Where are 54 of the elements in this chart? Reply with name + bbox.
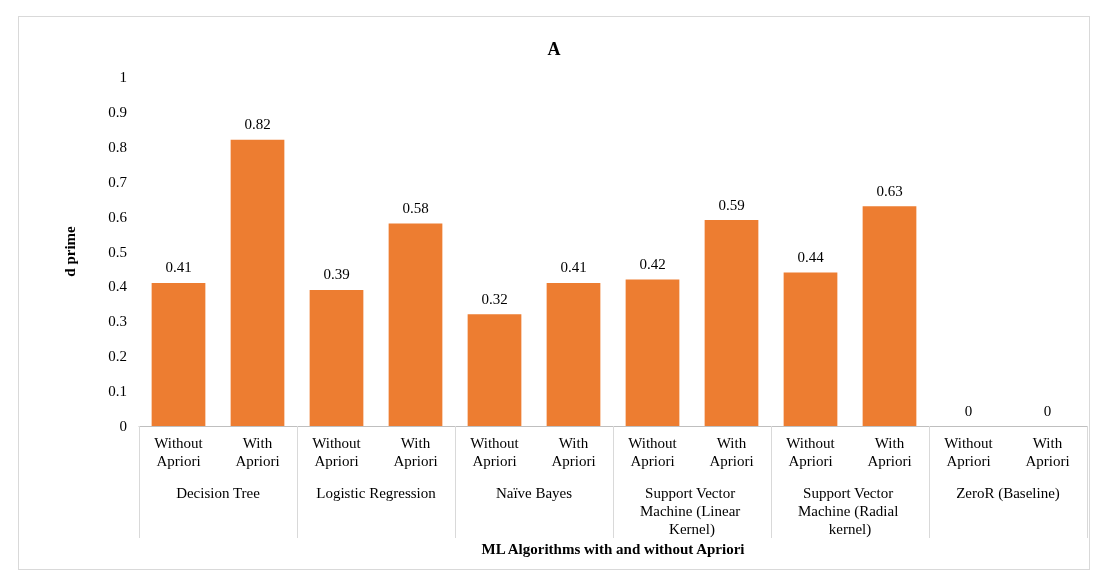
x-tick-label: With Apriori [867,435,912,469]
data-label: 0.41 [560,259,587,276]
data-label: 0.41 [165,259,192,276]
y-tick-label: 0.3 [108,313,127,330]
bar [862,206,917,426]
data-label: 0.63 [876,182,903,199]
data-label: 0 [1043,402,1052,419]
data-label: 0.58 [402,200,429,217]
y-tick-label: 0.6 [108,208,128,225]
x-tick-label: Without Apriori [944,435,994,469]
data-label: 0.59 [718,196,745,213]
bar [625,279,680,426]
x-tick-label: Without Apriori [470,435,520,469]
x-tick-label: With Apriori [709,435,754,469]
text: Naïve Bayes [495,485,573,501]
text: Logistic Regression [316,485,437,501]
data-label: 0.82 [244,116,271,133]
x-tick-label: With Apriori [235,435,280,469]
y-tick-label: 0.9 [108,103,127,120]
data-label: 0 [964,402,973,419]
y-tick-label: 0.4 [108,278,128,295]
data-label: 0.42 [639,255,666,272]
bar [546,282,601,426]
bar [230,139,285,426]
bar [467,314,522,426]
y-tick-label: 1 [119,69,127,85]
x-tick-label: Without Apriori [628,435,678,469]
y-axis-title: d prime [61,225,78,277]
data-label: 0.39 [323,266,350,283]
x-tick-label: Without Apriori [786,435,836,469]
x-tick-label: Without Apriori [312,435,362,469]
text: Decision Tree [176,485,261,501]
y-tick-label: 0.5 [108,243,127,260]
data-label: 0.32 [481,290,508,307]
bar [151,282,206,426]
y-tick-label: 0 [119,418,127,434]
bar [704,220,759,426]
bar [783,272,838,426]
y-tick-label: 0.8 [108,138,127,155]
x-axis-title: ML Algorithms with and without Apriori [481,540,745,557]
y-tick-label: 0.2 [108,348,127,365]
x-tick-label: With Apriori [393,435,438,469]
data-label: 0.44 [797,248,825,265]
x-tick-label: With Apriori [1025,435,1070,469]
x-tick-label: Without Apriori [154,435,204,469]
x-tick-label: With Apriori [551,435,596,469]
y-tick-label: 0.1 [108,383,127,400]
text: Support Vector Machine (Radial kernel) [797,485,903,538]
y-tick-label: 0.7 [108,173,128,190]
text: ZeroR (Baseline) [956,485,1060,502]
text: Support Vector Machine (Linear Kernel) [639,485,745,538]
bar [309,289,364,426]
bar [388,223,443,426]
chart-title: A [547,39,561,59]
